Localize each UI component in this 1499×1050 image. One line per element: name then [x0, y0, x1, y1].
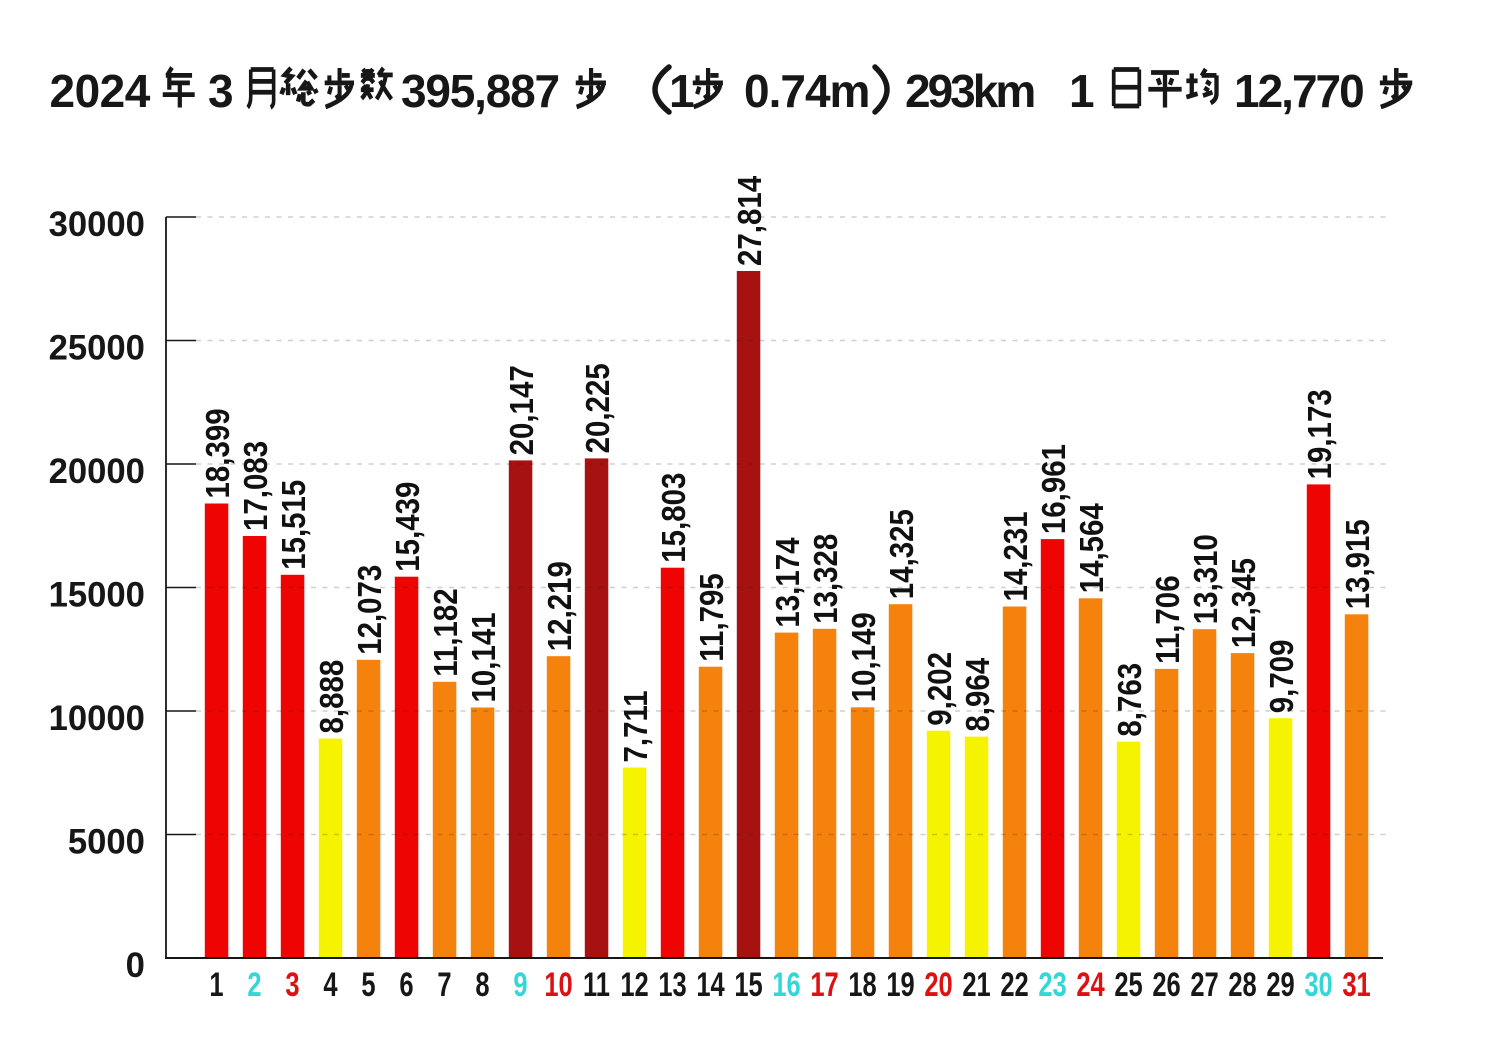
svg-text:1: 1: [669, 65, 695, 117]
svg-text:26: 26: [1152, 967, 1180, 1004]
svg-text:2: 2: [247, 967, 261, 1004]
svg-text:14,564: 14,564: [1073, 503, 1110, 594]
svg-text:8,964: 8,964: [959, 657, 996, 731]
svg-text:17,083: 17,083: [237, 441, 274, 531]
svg-text:16: 16: [772, 967, 800, 1004]
svg-text:14,231: 14,231: [997, 511, 1034, 601]
svg-text:12,219: 12,219: [541, 561, 578, 651]
svg-text:1: 1: [209, 967, 223, 1004]
svg-text:27: 27: [1190, 967, 1218, 1004]
svg-text:13,915: 13,915: [1339, 519, 1376, 609]
svg-text:5000: 5000: [68, 822, 145, 861]
svg-text:23: 23: [1038, 967, 1066, 1004]
svg-text:17: 17: [810, 967, 838, 1004]
svg-text:15: 15: [734, 967, 762, 1004]
svg-text:12: 12: [620, 967, 648, 1004]
svg-text:9: 9: [513, 967, 527, 1004]
svg-text:3: 3: [208, 65, 234, 117]
svg-text:11: 11: [583, 967, 610, 1004]
svg-text:15000: 15000: [49, 575, 145, 614]
svg-text:13,328: 13,328: [807, 534, 844, 624]
svg-text:9,709: 9,709: [1263, 639, 1300, 713]
svg-text:30: 30: [1304, 967, 1332, 1004]
svg-text:21: 21: [962, 967, 990, 1004]
svg-text:9,202: 9,202: [921, 652, 958, 726]
svg-text:28: 28: [1228, 967, 1256, 1004]
svg-text:12,345: 12,345: [1225, 558, 1262, 648]
svg-text:15,803: 15,803: [655, 473, 692, 563]
svg-text:19: 19: [886, 967, 914, 1004]
svg-text:15,439: 15,439: [389, 482, 426, 572]
svg-text:30000: 30000: [49, 205, 145, 244]
svg-text:14: 14: [696, 967, 725, 1004]
svg-text:11,182: 11,182: [427, 588, 464, 676]
svg-text:10,149: 10,149: [845, 612, 882, 702]
svg-text:13: 13: [658, 967, 686, 1004]
svg-text:7: 7: [437, 967, 451, 1004]
svg-text:24: 24: [1076, 967, 1105, 1004]
svg-text:13,174: 13,174: [769, 537, 806, 628]
svg-text:3: 3: [285, 967, 299, 1004]
svg-text:10000: 10000: [49, 699, 145, 738]
svg-text:10: 10: [544, 967, 572, 1004]
svg-text:1: 1: [1069, 65, 1095, 117]
svg-text:395,887: 395,887: [401, 65, 559, 117]
svg-text:18: 18: [848, 967, 876, 1004]
svg-text:12,770: 12,770: [1234, 65, 1363, 117]
svg-text:7,711: 7,711: [617, 690, 654, 762]
svg-text:14,325: 14,325: [883, 509, 920, 599]
svg-text:11,706: 11,706: [1149, 575, 1186, 663]
svg-text:29: 29: [1266, 967, 1294, 1004]
svg-text:8,763: 8,763: [1111, 663, 1148, 737]
svg-text:15,515: 15,515: [275, 480, 312, 570]
svg-text:25000: 25000: [49, 328, 145, 367]
svg-text:12,073: 12,073: [351, 565, 388, 655]
svg-text:13,310: 13,310: [1187, 534, 1224, 624]
svg-text:5: 5: [361, 967, 375, 1004]
svg-text:16,961: 16,961: [1035, 444, 1072, 534]
svg-text:19,173: 19,173: [1301, 389, 1338, 479]
svg-text:11,795: 11,795: [693, 573, 730, 661]
svg-text:25: 25: [1114, 967, 1142, 1004]
svg-text:2024: 2024: [50, 65, 151, 117]
svg-text:8: 8: [475, 967, 489, 1004]
svg-text:31: 31: [1342, 967, 1370, 1004]
svg-text:0: 0: [126, 946, 145, 985]
svg-text:20,147: 20,147: [503, 365, 540, 455]
svg-text:27,814: 27,814: [731, 175, 768, 266]
svg-text:20000: 20000: [49, 452, 145, 491]
svg-text:4: 4: [323, 967, 337, 1004]
svg-text:6: 6: [399, 967, 413, 1004]
svg-text:0.74m: 0.74m: [744, 65, 869, 117]
svg-text:293km: 293km: [905, 65, 1034, 117]
svg-text:22: 22: [1000, 967, 1028, 1004]
svg-text:8,888: 8,888: [313, 660, 350, 734]
svg-text:18,399: 18,399: [199, 408, 236, 498]
svg-text:20,225: 20,225: [579, 363, 616, 453]
svg-text:20: 20: [924, 967, 952, 1004]
svg-text:10,141: 10,141: [465, 612, 502, 702]
